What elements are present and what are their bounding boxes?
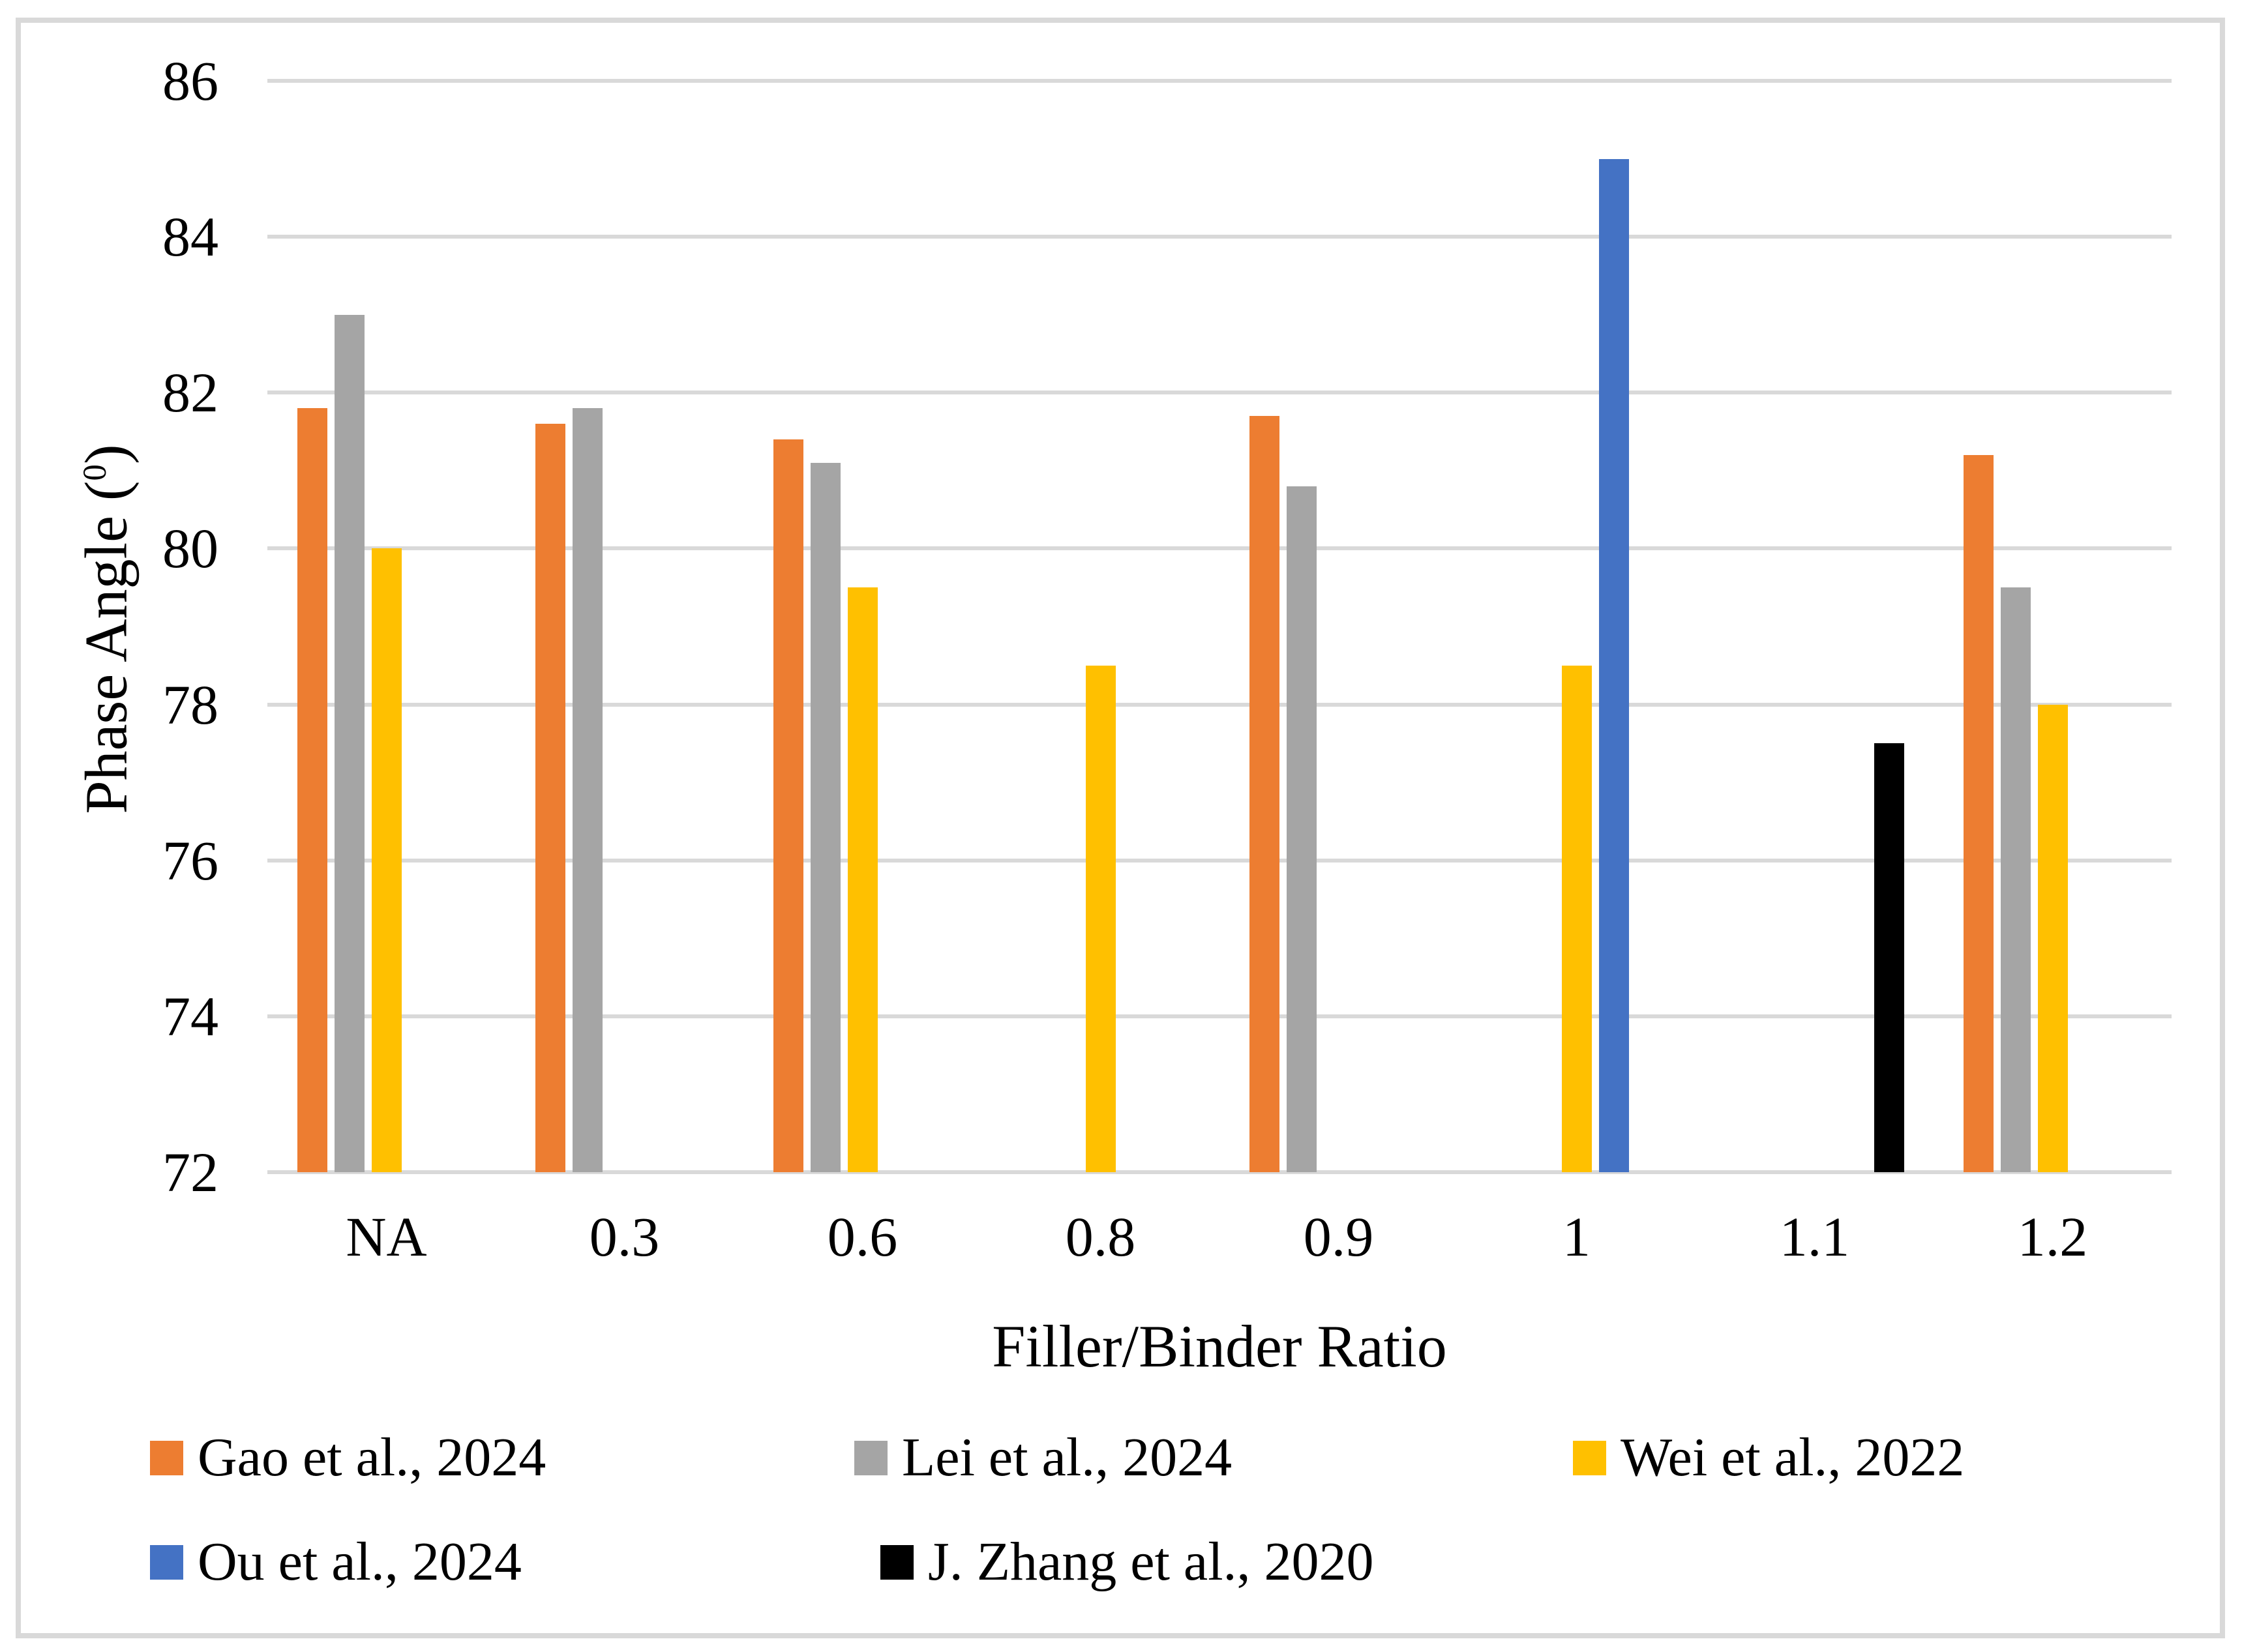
gridline-y-80 xyxy=(267,546,2172,551)
bar-Gao-0.3 xyxy=(535,424,565,1172)
bar-Gao-NA xyxy=(297,408,327,1172)
gridline-y-78 xyxy=(267,702,2172,707)
bar-Lei-0.3 xyxy=(572,408,603,1172)
bar-Ou-1 xyxy=(1598,158,1629,1172)
gridline-y-82 xyxy=(267,391,2172,395)
y-tick-label-72: 72 xyxy=(162,1141,218,1203)
legend-entry-0: Gao et al., 2024 xyxy=(150,1428,546,1487)
x-tick-label-1.1: 1.1 xyxy=(1779,1205,1850,1268)
bar-Lei-0.6 xyxy=(810,462,841,1172)
bar-Wei-0.8 xyxy=(1085,665,1116,1172)
legend-label: J. Zhang et al., 2020 xyxy=(928,1531,1374,1592)
gridline-y-84 xyxy=(267,235,2172,239)
legend-label: Ou et al., 2024 xyxy=(198,1531,522,1592)
legend-entry-3: Ou et al., 2024 xyxy=(150,1531,522,1592)
x-tick-label-0.8: 0.8 xyxy=(1065,1205,1136,1268)
bar-Gao-1.2 xyxy=(1963,454,1994,1172)
gridline-y-72 xyxy=(267,1170,2172,1174)
bar-Lei-NA xyxy=(334,314,365,1172)
legend-swatch-icon xyxy=(1573,1440,1606,1475)
y-axis-title-suffix: ) xyxy=(72,444,140,465)
legend-entry-4: J. Zhang et al., 2020 xyxy=(880,1531,1374,1592)
legend-label: Gao et al., 2024 xyxy=(198,1427,546,1488)
bar-Gao-0.6 xyxy=(773,439,803,1172)
x-tick-label-0.6: 0.6 xyxy=(827,1205,898,1268)
bar-Lei-1.2 xyxy=(2000,587,2031,1172)
legend-swatch-icon xyxy=(150,1440,183,1475)
x-axis-title: Filler/Binder Ratio xyxy=(992,1313,1447,1379)
bar-Wei-0.6 xyxy=(847,587,878,1172)
gridline-y-74 xyxy=(267,1014,2172,1018)
y-tick-label-78: 78 xyxy=(162,673,218,736)
legend-swatch-icon xyxy=(880,1544,914,1580)
y-tick-label-74: 74 xyxy=(162,984,218,1048)
bar-Gao-0.9 xyxy=(1249,416,1279,1172)
legend-entry-2: Wei et al., 2022 xyxy=(1573,1428,1964,1487)
bar-J-1.1 xyxy=(1874,743,1904,1172)
x-tick-label-NA: NA xyxy=(346,1205,427,1268)
x-tick-label-0.3: 0.3 xyxy=(589,1205,660,1268)
y-tick-label-76: 76 xyxy=(162,829,218,892)
legend-swatch-icon xyxy=(150,1544,183,1580)
legend-label: Wei et al., 2022 xyxy=(1621,1427,1965,1488)
y-tick-label-86: 86 xyxy=(162,50,218,112)
y-axis-title-superscript: 0 xyxy=(76,464,113,481)
x-tick-label-0.9: 0.9 xyxy=(1303,1205,1374,1268)
gridline-y-86 xyxy=(267,79,2172,83)
gridline-y-76 xyxy=(267,858,2172,863)
x-tick-label-1.2: 1.2 xyxy=(2017,1205,2088,1268)
bar-Wei-NA xyxy=(371,548,402,1172)
legend-label: Lei et al., 2024 xyxy=(902,1427,1233,1488)
bar-Wei-1.2 xyxy=(2037,704,2068,1172)
bar-Wei-1 xyxy=(1561,665,1592,1172)
y-tick-label-84: 84 xyxy=(162,205,218,269)
legend-entry-1: Lei et al., 2024 xyxy=(854,1428,1232,1487)
y-tick-label-82: 82 xyxy=(162,361,218,424)
y-tick-label-80: 80 xyxy=(162,517,218,580)
legend-swatch-icon xyxy=(854,1440,888,1475)
x-tick-label-1: 1 xyxy=(1562,1205,1591,1268)
plot-area xyxy=(267,79,2172,1174)
bar-Lei-0.9 xyxy=(1286,486,1317,1172)
